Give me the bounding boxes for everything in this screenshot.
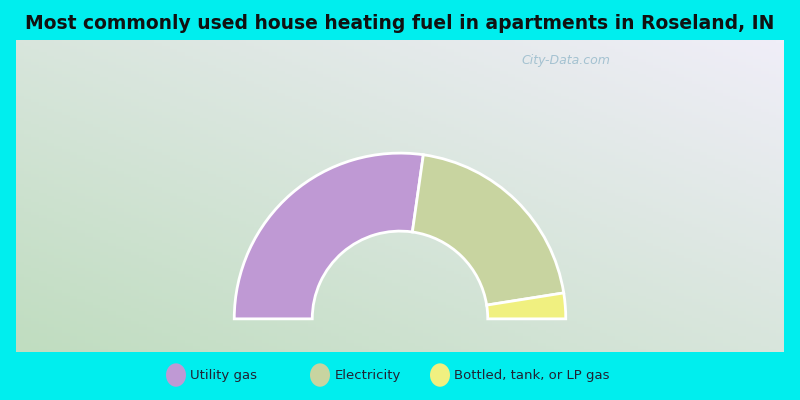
Text: City-Data.com: City-Data.com (522, 54, 610, 67)
Wedge shape (486, 293, 566, 319)
Ellipse shape (310, 363, 330, 387)
Ellipse shape (166, 363, 186, 387)
Text: Electricity: Electricity (334, 368, 401, 382)
Text: Most commonly used house heating fuel in apartments in Roseland, IN: Most commonly used house heating fuel in… (26, 14, 774, 33)
Text: Utility gas: Utility gas (190, 368, 258, 382)
Text: Bottled, tank, or LP gas: Bottled, tank, or LP gas (454, 368, 610, 382)
Wedge shape (412, 155, 564, 305)
Wedge shape (234, 153, 423, 319)
Ellipse shape (430, 363, 450, 387)
